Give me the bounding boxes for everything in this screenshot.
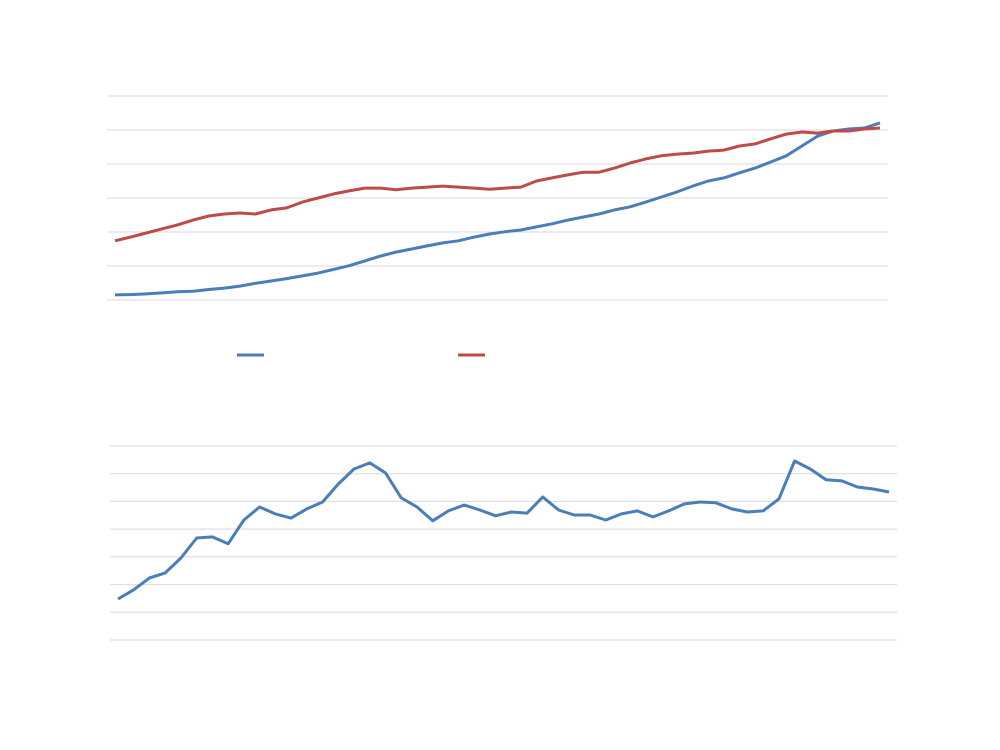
series-line [114,126,881,243]
series-line [117,459,890,601]
series-line [114,121,881,297]
